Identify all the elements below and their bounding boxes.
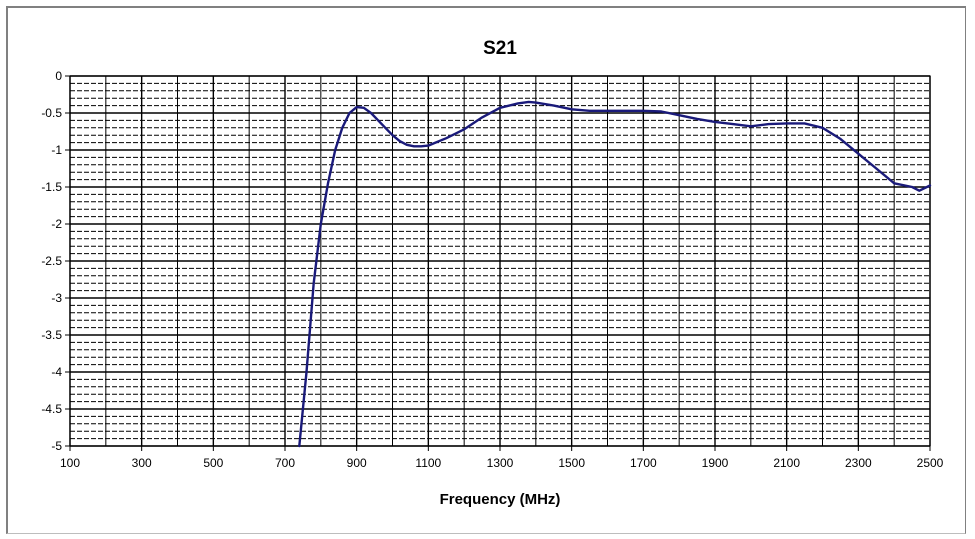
y-tick-label: 0 [55,69,62,83]
y-tick-label: -4 [51,365,62,379]
x-tick-label: 500 [203,456,223,470]
x-tick-label: 1100 [415,456,441,470]
y-tick-label: -2 [51,217,62,231]
x-tick-label: 700 [275,456,295,470]
series-group [298,100,932,448]
x-tick-label: 1900 [702,456,729,470]
x-tick-label: 1500 [558,456,585,470]
y-tick-label: -3 [51,291,62,305]
y-tick-label: -3.5 [41,328,62,342]
x-tick-label: 100 [60,456,80,470]
axis-ticks: 0 -0.5 -1 -1.5 -2 -2.5 -3 -3.5 -4 -4.5 -5 100 300 500… [41,69,943,470]
x-tick-label: 2500 [917,456,944,470]
x-tick-label: 1700 [630,456,657,470]
x-tick-label: 900 [347,456,367,470]
y-tick-label: -4.5 [41,402,62,416]
y-tick-label: -2.5 [41,254,62,268]
y-tick-label: -5 [51,439,62,453]
y-tick-label: -1 [51,143,62,157]
x-axis-label: Frequency (MHz) [440,491,561,508]
x-tick-label: 300 [132,456,152,470]
y-tick-label: -1.5 [41,180,62,194]
x-tick-label: 2300 [845,456,872,470]
x-tick-label: 1300 [487,456,514,470]
s21-series-line [298,100,932,448]
grid-lines [69,75,931,447]
chart-title: S21 [483,38,517,59]
y-tick-label: -0.5 [41,106,62,120]
x-tick-label: 2100 [773,456,800,470]
